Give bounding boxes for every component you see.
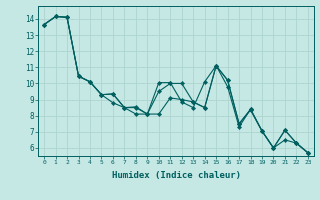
X-axis label: Humidex (Indice chaleur): Humidex (Indice chaleur) — [111, 171, 241, 180]
